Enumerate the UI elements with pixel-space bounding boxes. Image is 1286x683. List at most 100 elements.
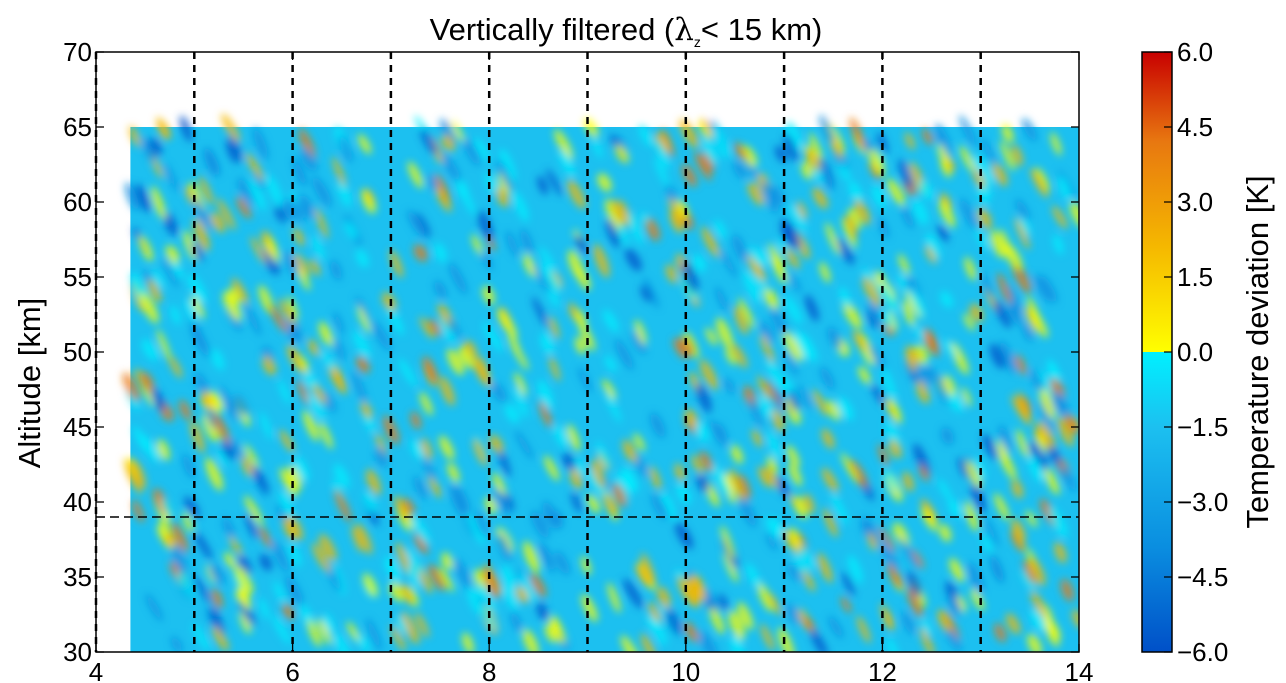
heatmap-cell	[475, 355, 491, 385]
heatmap-cell	[302, 410, 319, 442]
heatmap-cell	[210, 606, 225, 637]
heatmap-cell	[497, 309, 518, 339]
heatmap-cell	[677, 576, 698, 607]
heatmap-cell	[643, 277, 660, 309]
heatmap-cell	[227, 287, 241, 305]
heatmap-cell	[1007, 303, 1023, 326]
heatmap-cell	[1058, 176, 1071, 200]
heatmap-cell	[307, 339, 320, 357]
heatmap-cell	[413, 533, 429, 555]
heatmap-cell	[596, 440, 610, 468]
heatmap-cell	[698, 631, 718, 652]
heatmap-cell	[730, 445, 744, 464]
heatmap-cell	[141, 339, 159, 361]
heatmap-cell	[234, 566, 254, 595]
heatmap-cell	[749, 398, 764, 428]
heatmap-cell	[804, 294, 819, 322]
heatmap-cell	[733, 160, 747, 180]
heatmap-cell	[407, 161, 424, 189]
heatmap-cell	[1021, 569, 1036, 590]
heatmap-cell	[991, 560, 1003, 582]
heatmap-cell	[577, 367, 593, 393]
heatmap-cell	[1015, 429, 1029, 458]
heatmap-cell	[413, 476, 428, 500]
heatmap-cell	[206, 150, 220, 176]
heatmap-cell	[413, 244, 428, 262]
heatmap-cell	[709, 604, 725, 635]
heatmap-cell	[718, 593, 729, 612]
heatmap-cell	[239, 611, 252, 634]
heatmap-cell	[940, 427, 954, 445]
heatmap-cell	[602, 492, 619, 517]
heatmap-cell	[981, 272, 993, 300]
heatmap-cell	[888, 398, 902, 424]
heatmap-cell	[1029, 309, 1049, 338]
heatmap-cell	[768, 592, 782, 616]
heatmap-cell	[937, 478, 953, 502]
heatmap-cell	[904, 132, 916, 150]
heatmap-cell	[788, 272, 802, 293]
heatmap-cell	[344, 221, 358, 240]
heatmap-cell	[1041, 409, 1055, 434]
heatmap-cell	[939, 524, 952, 542]
heatmap-cell	[279, 467, 298, 498]
heatmap-cell	[964, 256, 977, 281]
heatmap-cell	[124, 182, 140, 212]
heatmap-cell	[892, 522, 910, 548]
heatmap-cell	[805, 148, 821, 172]
heatmap-cell	[798, 332, 818, 362]
heatmap-cell	[715, 286, 729, 312]
heatmap-cell	[1011, 479, 1024, 499]
heatmap-cell	[562, 452, 577, 471]
heatmap-cell	[1030, 590, 1046, 618]
heatmap-cell	[400, 583, 414, 606]
heatmap-cell	[522, 629, 539, 652]
heatmap-cell	[439, 118, 457, 145]
heatmap-cell	[883, 467, 898, 492]
heatmap-cell	[783, 331, 803, 362]
heatmap-cell	[628, 212, 643, 245]
y-tick-label: 55	[63, 262, 92, 292]
heatmap-cell	[823, 508, 838, 538]
heatmap-cell	[684, 621, 699, 643]
heatmap-cell	[477, 210, 494, 241]
heatmap-cell	[337, 180, 352, 207]
heatmap-cell	[311, 542, 331, 573]
heatmap-cell	[202, 413, 220, 443]
heatmap-cell	[229, 438, 244, 461]
heatmap-cell	[640, 553, 656, 586]
heatmap-cell	[759, 321, 775, 343]
heatmap-cell	[346, 621, 361, 643]
heatmap-cell	[193, 329, 211, 358]
heatmap-cell	[434, 242, 447, 263]
colorbar: 6.0 4.5 3.0 1.5 0.0 −1.5 −3.0 −4.5 −6.0 Temperat…	[1141, 37, 1275, 667]
heatmap-cell	[841, 571, 855, 596]
heatmap-cell	[837, 397, 854, 421]
heatmap-cell	[422, 356, 438, 384]
y-tick-label: 35	[63, 562, 92, 592]
heatmap-cell	[614, 339, 634, 371]
heatmap-cell	[501, 564, 516, 592]
heatmap-cell	[297, 266, 311, 291]
heatmap-cell	[442, 153, 461, 182]
heatmap-cell	[269, 304, 288, 333]
heatmap-cell	[593, 244, 610, 278]
heatmap-cell	[496, 158, 513, 191]
heatmap-cell	[554, 550, 570, 576]
heatmap-cell	[152, 269, 164, 289]
y-tick-label: 60	[63, 187, 92, 217]
heatmap-cell	[866, 309, 879, 329]
heatmap-cell	[549, 616, 566, 644]
heatmap-cell	[999, 340, 1017, 374]
heatmap-cell	[382, 292, 397, 312]
heatmap-cell	[543, 455, 560, 481]
heatmap-cell	[723, 552, 739, 583]
heatmap-cell	[991, 162, 1008, 187]
heatmap-cell	[719, 249, 738, 279]
heatmap-cell	[963, 313, 975, 331]
heatmap-cell	[849, 117, 866, 151]
heatmap-cell	[788, 463, 802, 487]
heatmap-cell	[879, 542, 899, 570]
heatmap-cell	[245, 512, 258, 540]
